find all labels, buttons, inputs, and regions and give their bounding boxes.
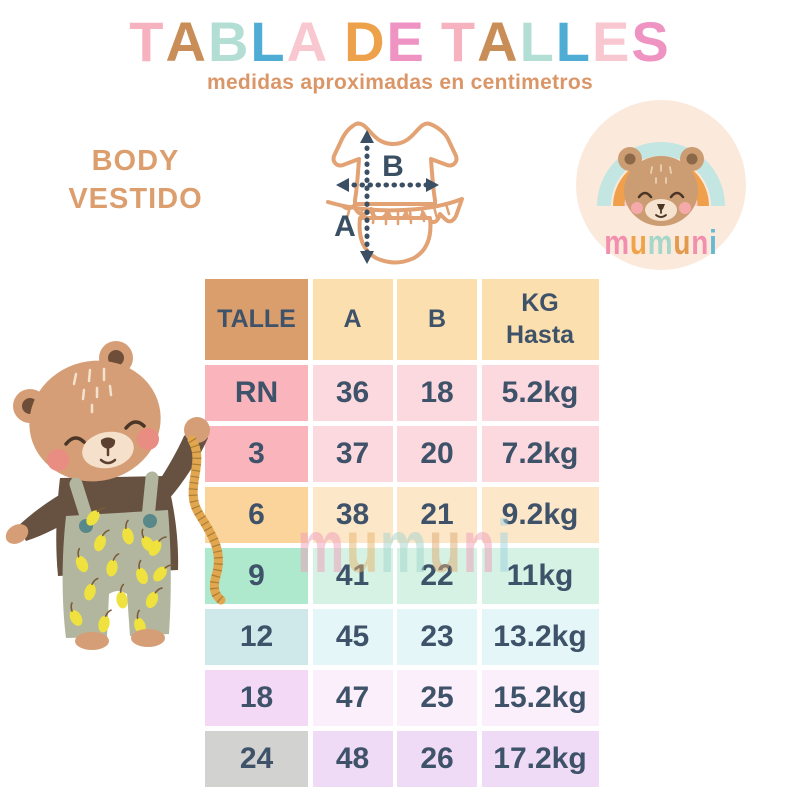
title-letter: A: [286, 10, 330, 73]
title-letter: S: [631, 10, 671, 73]
title-letter: D: [344, 10, 387, 73]
value-cell-kg-18: 15.2kg: [481, 669, 599, 726]
value-cell-b-12: 23: [397, 608, 477, 665]
page-title: TABLA DE TALLES: [0, 14, 800, 70]
title-letter: T: [129, 10, 166, 73]
measure-arrow-a: [360, 130, 374, 264]
value-cell-b-24: 26: [397, 730, 477, 787]
bear-foot: [131, 629, 165, 647]
bear-overalls: [62, 471, 175, 638]
value-cell-a-9: 41: [312, 547, 393, 604]
value-cell-b-RN: 18: [397, 364, 477, 421]
title-letter: T: [440, 10, 478, 73]
size-cell-talle-RN: RN: [205, 364, 308, 421]
size-cell-talle-9: 9: [205, 547, 308, 604]
teddy-bear-icon: [5, 341, 226, 650]
measuring-tape-icon: [187, 435, 226, 605]
value-cell-kg-12: 13.2kg: [481, 608, 599, 665]
measure-arrow-b: [336, 178, 439, 192]
page-subtitle: medidas aproximadas en centimetros: [206, 71, 593, 94]
bear-head: [13, 341, 161, 482]
value-cell-b-18: 25: [397, 669, 477, 726]
brand-letter: u: [629, 224, 648, 262]
value-cell-a-3: 37: [312, 425, 393, 482]
garment-diagram: A B: [298, 108, 493, 276]
brand-letter: u: [673, 224, 692, 262]
title-letter: E: [386, 10, 426, 73]
bear-foot: [75, 632, 109, 650]
brand-letter: m: [604, 224, 630, 262]
column-header-b: B: [397, 279, 477, 360]
value-cell-a-24: 48: [312, 730, 393, 787]
title-letter: L: [250, 10, 287, 73]
bodysuit-icon: A B: [326, 121, 464, 265]
title-letter: E: [592, 10, 632, 73]
title-letter: A: [165, 10, 208, 73]
size-cell-talle-18: 18: [205, 669, 308, 726]
rainbow-bear-icon: [597, 142, 725, 226]
title-letter: L: [555, 10, 592, 73]
product-label-line1: BODY: [91, 145, 180, 177]
brand-letter: n: [691, 224, 710, 262]
value-cell-b-9: 22: [397, 547, 477, 604]
title-letter: A: [477, 10, 520, 73]
brand-logo-text: mumuni: [604, 224, 717, 263]
size-table: TALLE A B KG Hasta RN 36 18 5.2kg 3 37 20 7.2kg 6 38 21…: [205, 279, 599, 787]
product-label-line2: VESTIDO: [68, 183, 203, 216]
bear-face-icon: [618, 147, 704, 226]
measure-b-label: B: [382, 150, 404, 183]
value-cell-a-18: 47: [312, 669, 393, 726]
value-cell-a-6: 38: [312, 486, 393, 543]
value-cell-b-3: 20: [397, 425, 477, 482]
value-cell-kg-RN: 5.2kg: [481, 364, 599, 421]
value-cell-kg-3: 7.2kg: [481, 425, 599, 482]
value-cell-a-RN: 36: [312, 364, 393, 421]
size-cell-talle-24: 24: [205, 730, 308, 787]
title-letter: L: [519, 10, 556, 73]
brand-logo: mumuni: [576, 100, 746, 270]
ruffle-hatch: [345, 202, 451, 226]
column-header-kg: KG Hasta: [481, 279, 599, 360]
brand-letter: m: [647, 224, 674, 262]
product-label: BODY VESTIDO: [38, 142, 233, 219]
value-cell-kg-9: 11kg: [481, 547, 599, 604]
column-header-talle: TALLE: [205, 279, 308, 360]
size-cell-talle-12: 12: [205, 608, 308, 665]
value-cell-kg-6: 9.2kg: [481, 486, 599, 543]
value-cell-b-6: 21: [397, 486, 477, 543]
title-letter: B: [207, 10, 251, 73]
measure-a-label: A: [334, 210, 356, 243]
column-header-a: A: [312, 279, 393, 360]
bear-illustration: [0, 336, 242, 654]
value-cell-kg-24: 17.2kg: [481, 730, 599, 787]
size-cell-talle-6: 6: [205, 486, 308, 543]
brand-letter: i: [709, 224, 718, 262]
value-cell-a-12: 45: [312, 608, 393, 665]
size-cell-talle-3: 3: [205, 425, 308, 482]
